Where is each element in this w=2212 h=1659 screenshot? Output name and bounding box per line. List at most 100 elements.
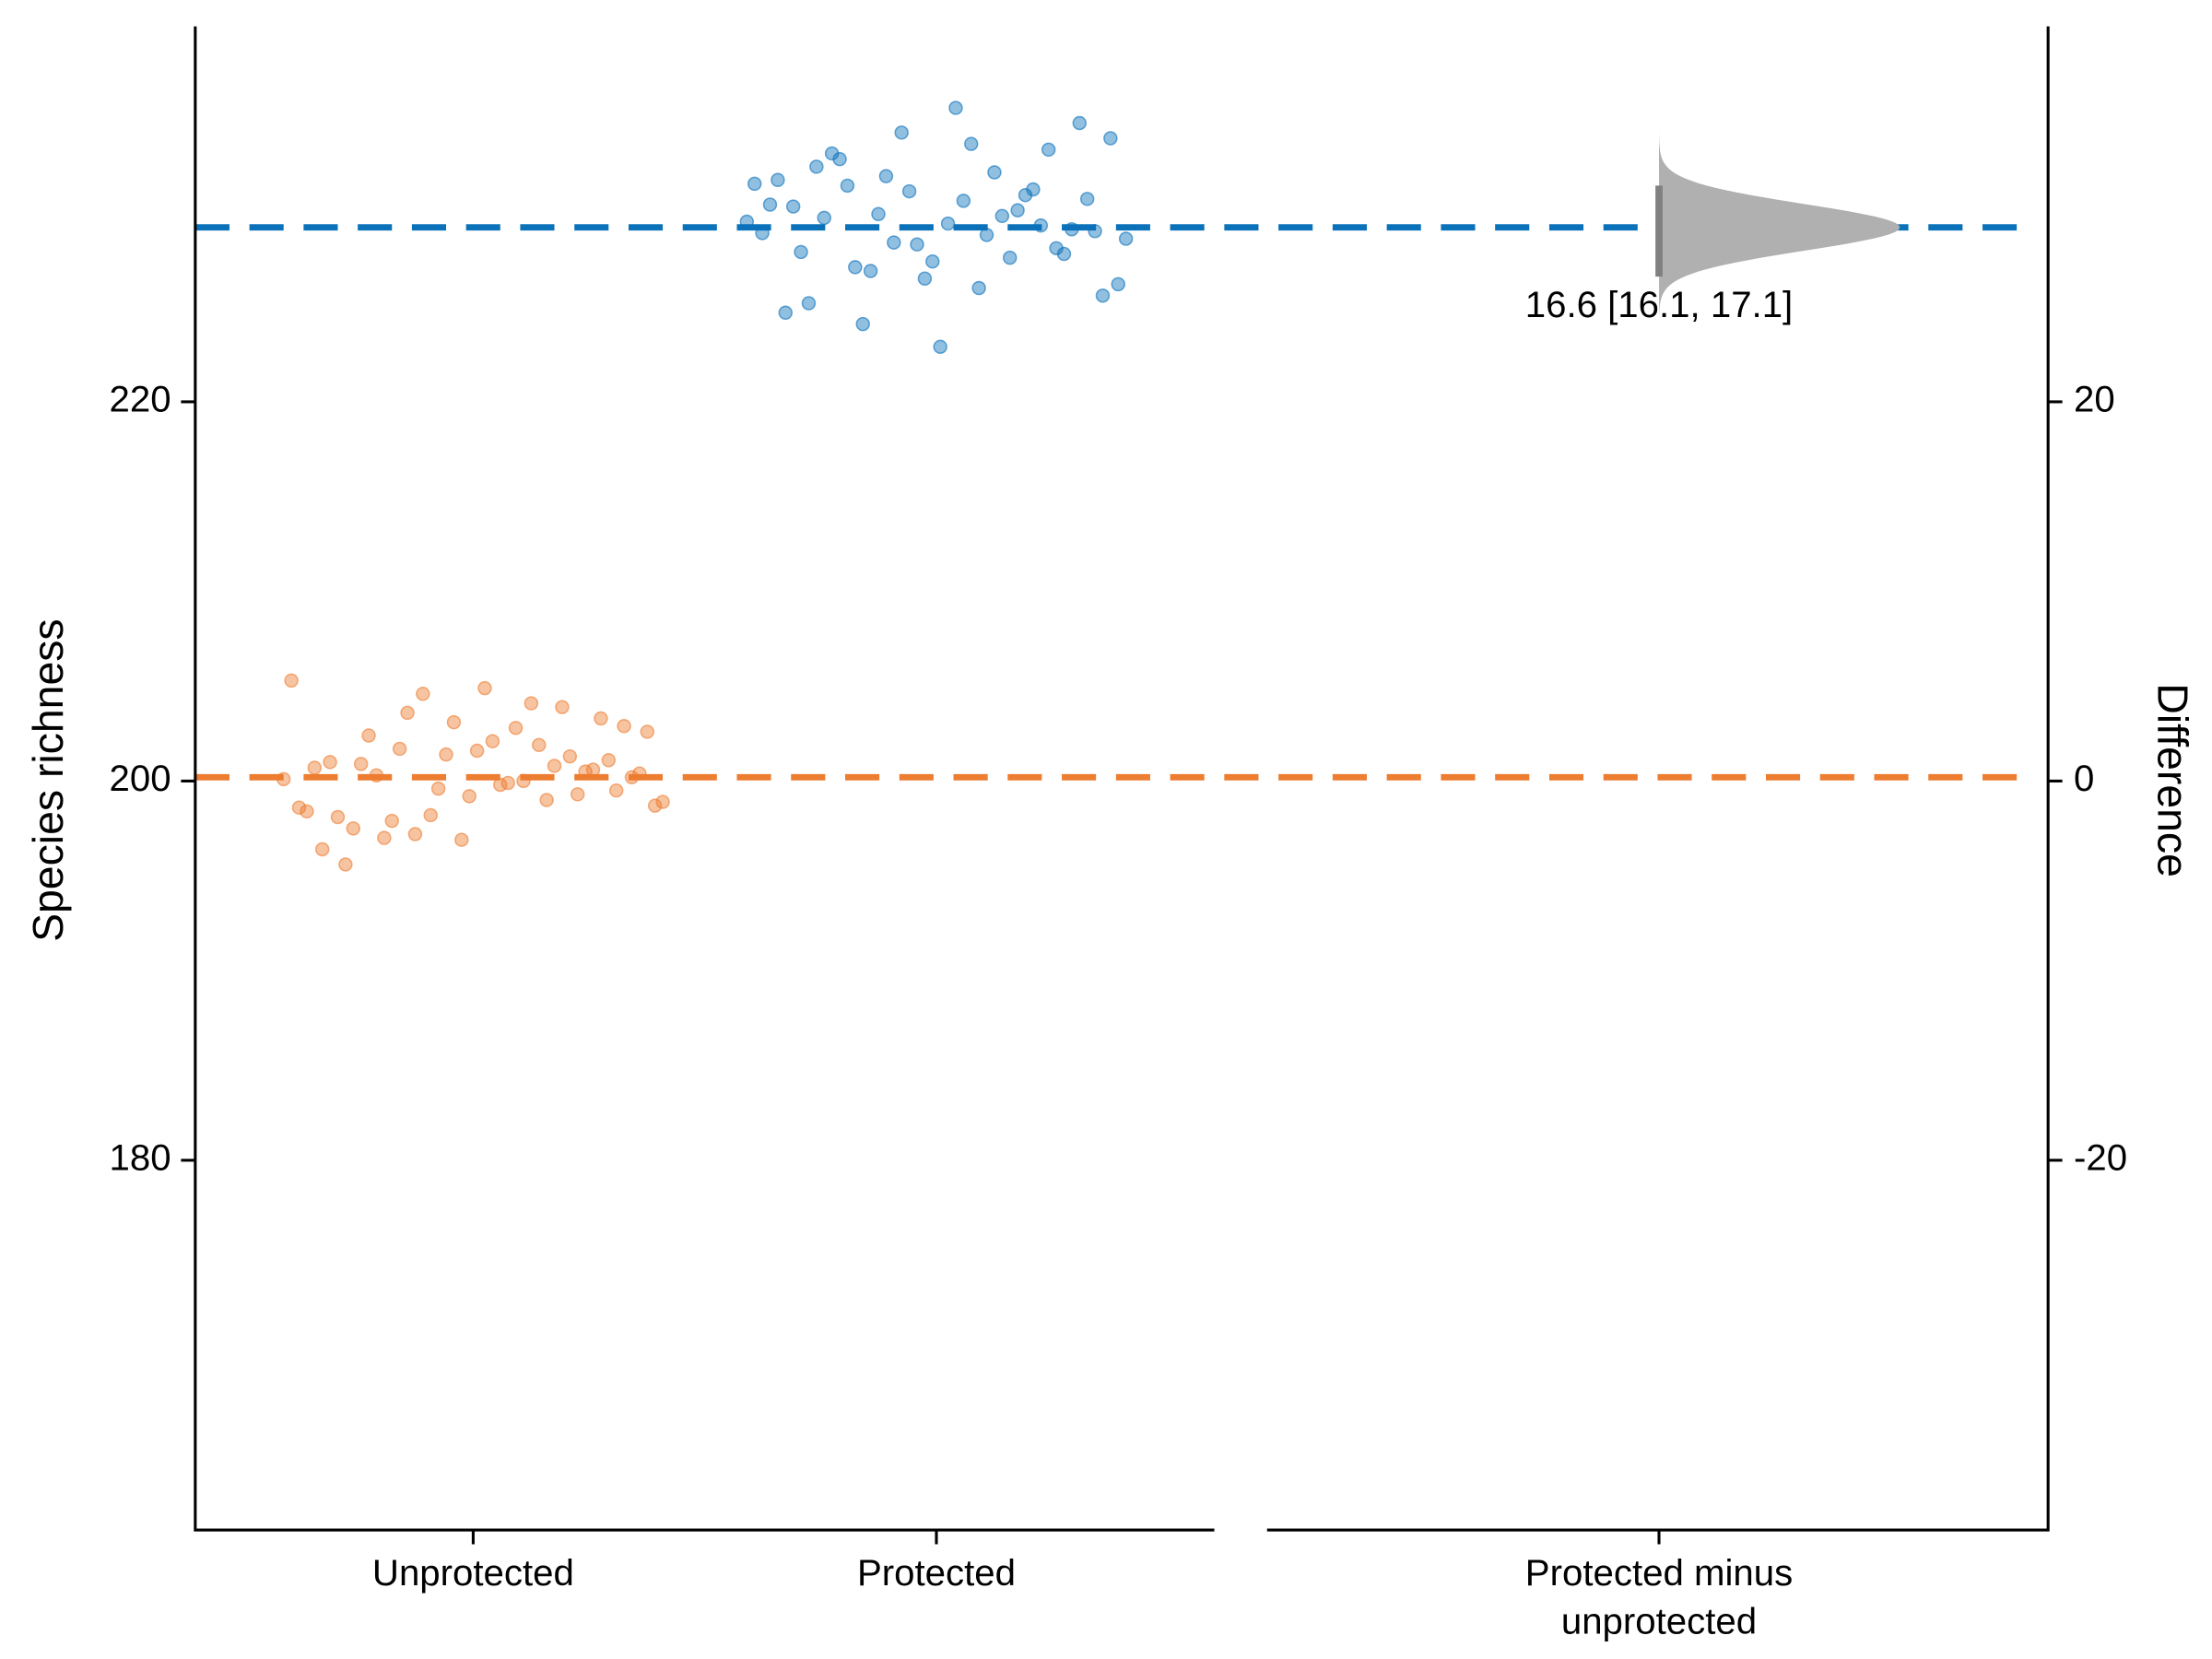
data-point <box>462 789 477 804</box>
data-point <box>601 753 617 768</box>
data-point <box>778 305 794 320</box>
data-point <box>338 857 353 872</box>
data-point <box>855 316 870 332</box>
data-point <box>917 271 933 286</box>
plot-area: 16.6 [16.1, 17.1] <box>194 100 2031 872</box>
data-point <box>655 794 670 809</box>
data-point <box>430 781 446 796</box>
data-point <box>539 793 554 807</box>
data-point <box>1103 131 1118 146</box>
data-point <box>416 687 430 701</box>
data-point <box>964 136 979 151</box>
data-point <box>284 673 299 688</box>
data-point <box>353 757 369 771</box>
data-point <box>1018 187 1033 203</box>
data-point <box>454 832 469 847</box>
data-point <box>640 724 655 739</box>
right-axes <box>1266 26 2050 1532</box>
data-point <box>1079 192 1095 206</box>
effect-annotation: 16.6 [16.1, 17.1] <box>1525 284 1793 325</box>
data-point <box>894 125 909 140</box>
data-point <box>314 841 330 857</box>
data-point <box>407 827 423 841</box>
data-point <box>392 741 407 757</box>
data-point <box>594 711 608 726</box>
data-point <box>1033 218 1049 233</box>
data-point <box>1118 231 1134 246</box>
data-point <box>516 773 531 789</box>
data-point <box>300 804 314 819</box>
data-point <box>1072 115 1088 131</box>
data-point <box>817 210 831 226</box>
data-point <box>809 159 824 174</box>
data-point <box>878 169 894 183</box>
data-point <box>377 830 392 845</box>
data-point <box>956 194 971 208</box>
data-point <box>400 705 415 721</box>
data-point <box>307 760 323 775</box>
data-point <box>477 680 492 696</box>
data-point <box>863 264 878 278</box>
data-point <box>933 339 947 355</box>
y2-axis-label: Difference <box>2148 683 2196 877</box>
data-point <box>925 253 940 269</box>
data-point <box>469 743 485 759</box>
data-point <box>940 216 956 231</box>
data-point <box>901 183 917 199</box>
data-point <box>532 737 547 753</box>
data-point <box>524 696 539 711</box>
data-point <box>446 714 462 730</box>
data-point <box>493 777 508 793</box>
data-point <box>276 771 291 787</box>
data-point <box>369 768 384 782</box>
data-point <box>384 813 399 829</box>
x-tick-label: Protected <box>857 1552 1016 1594</box>
data-point <box>948 100 963 115</box>
data-point <box>994 208 1010 224</box>
data-point <box>1065 222 1079 237</box>
data-point <box>508 721 524 735</box>
data-point <box>771 172 785 187</box>
data-point <box>547 759 562 773</box>
data-point <box>485 734 500 748</box>
data-point <box>832 151 847 167</box>
data-point <box>570 787 585 802</box>
data-point <box>361 728 376 743</box>
data-point <box>330 809 346 825</box>
data-point <box>1111 276 1125 292</box>
y2-tick-label: 20 <box>2074 379 2115 420</box>
data-point <box>1010 203 1025 218</box>
data-point <box>747 176 762 192</box>
data-point <box>848 260 863 275</box>
y-tick-label: 200 <box>110 758 171 799</box>
data-point <box>647 798 663 813</box>
data-point <box>578 764 593 779</box>
data-point <box>323 755 337 770</box>
data-point <box>755 226 770 241</box>
y2-tick-label: -20 <box>2074 1137 2127 1179</box>
data-point <box>439 747 453 762</box>
data-point <box>801 296 817 311</box>
data-point <box>555 700 570 714</box>
data-point <box>624 770 640 785</box>
y2-tick-label: 0 <box>2074 758 2094 799</box>
data-point <box>979 228 994 242</box>
data-point <box>987 165 1002 180</box>
data-point <box>840 178 855 194</box>
data-point <box>1088 224 1102 239</box>
data-point <box>785 199 801 214</box>
data-point <box>291 800 307 815</box>
data-point <box>887 235 901 250</box>
data-point <box>1095 288 1111 303</box>
data-point <box>562 748 578 764</box>
x-tick-label: unprotected <box>1561 1601 1757 1642</box>
data-point <box>971 280 986 296</box>
y-axis-label: Species richness <box>24 618 72 942</box>
bootstrap-distribution <box>1659 134 1900 321</box>
data-point <box>871 206 886 222</box>
y-tick-label: 180 <box>110 1137 171 1179</box>
data-point <box>794 244 808 260</box>
data-point <box>423 807 438 823</box>
